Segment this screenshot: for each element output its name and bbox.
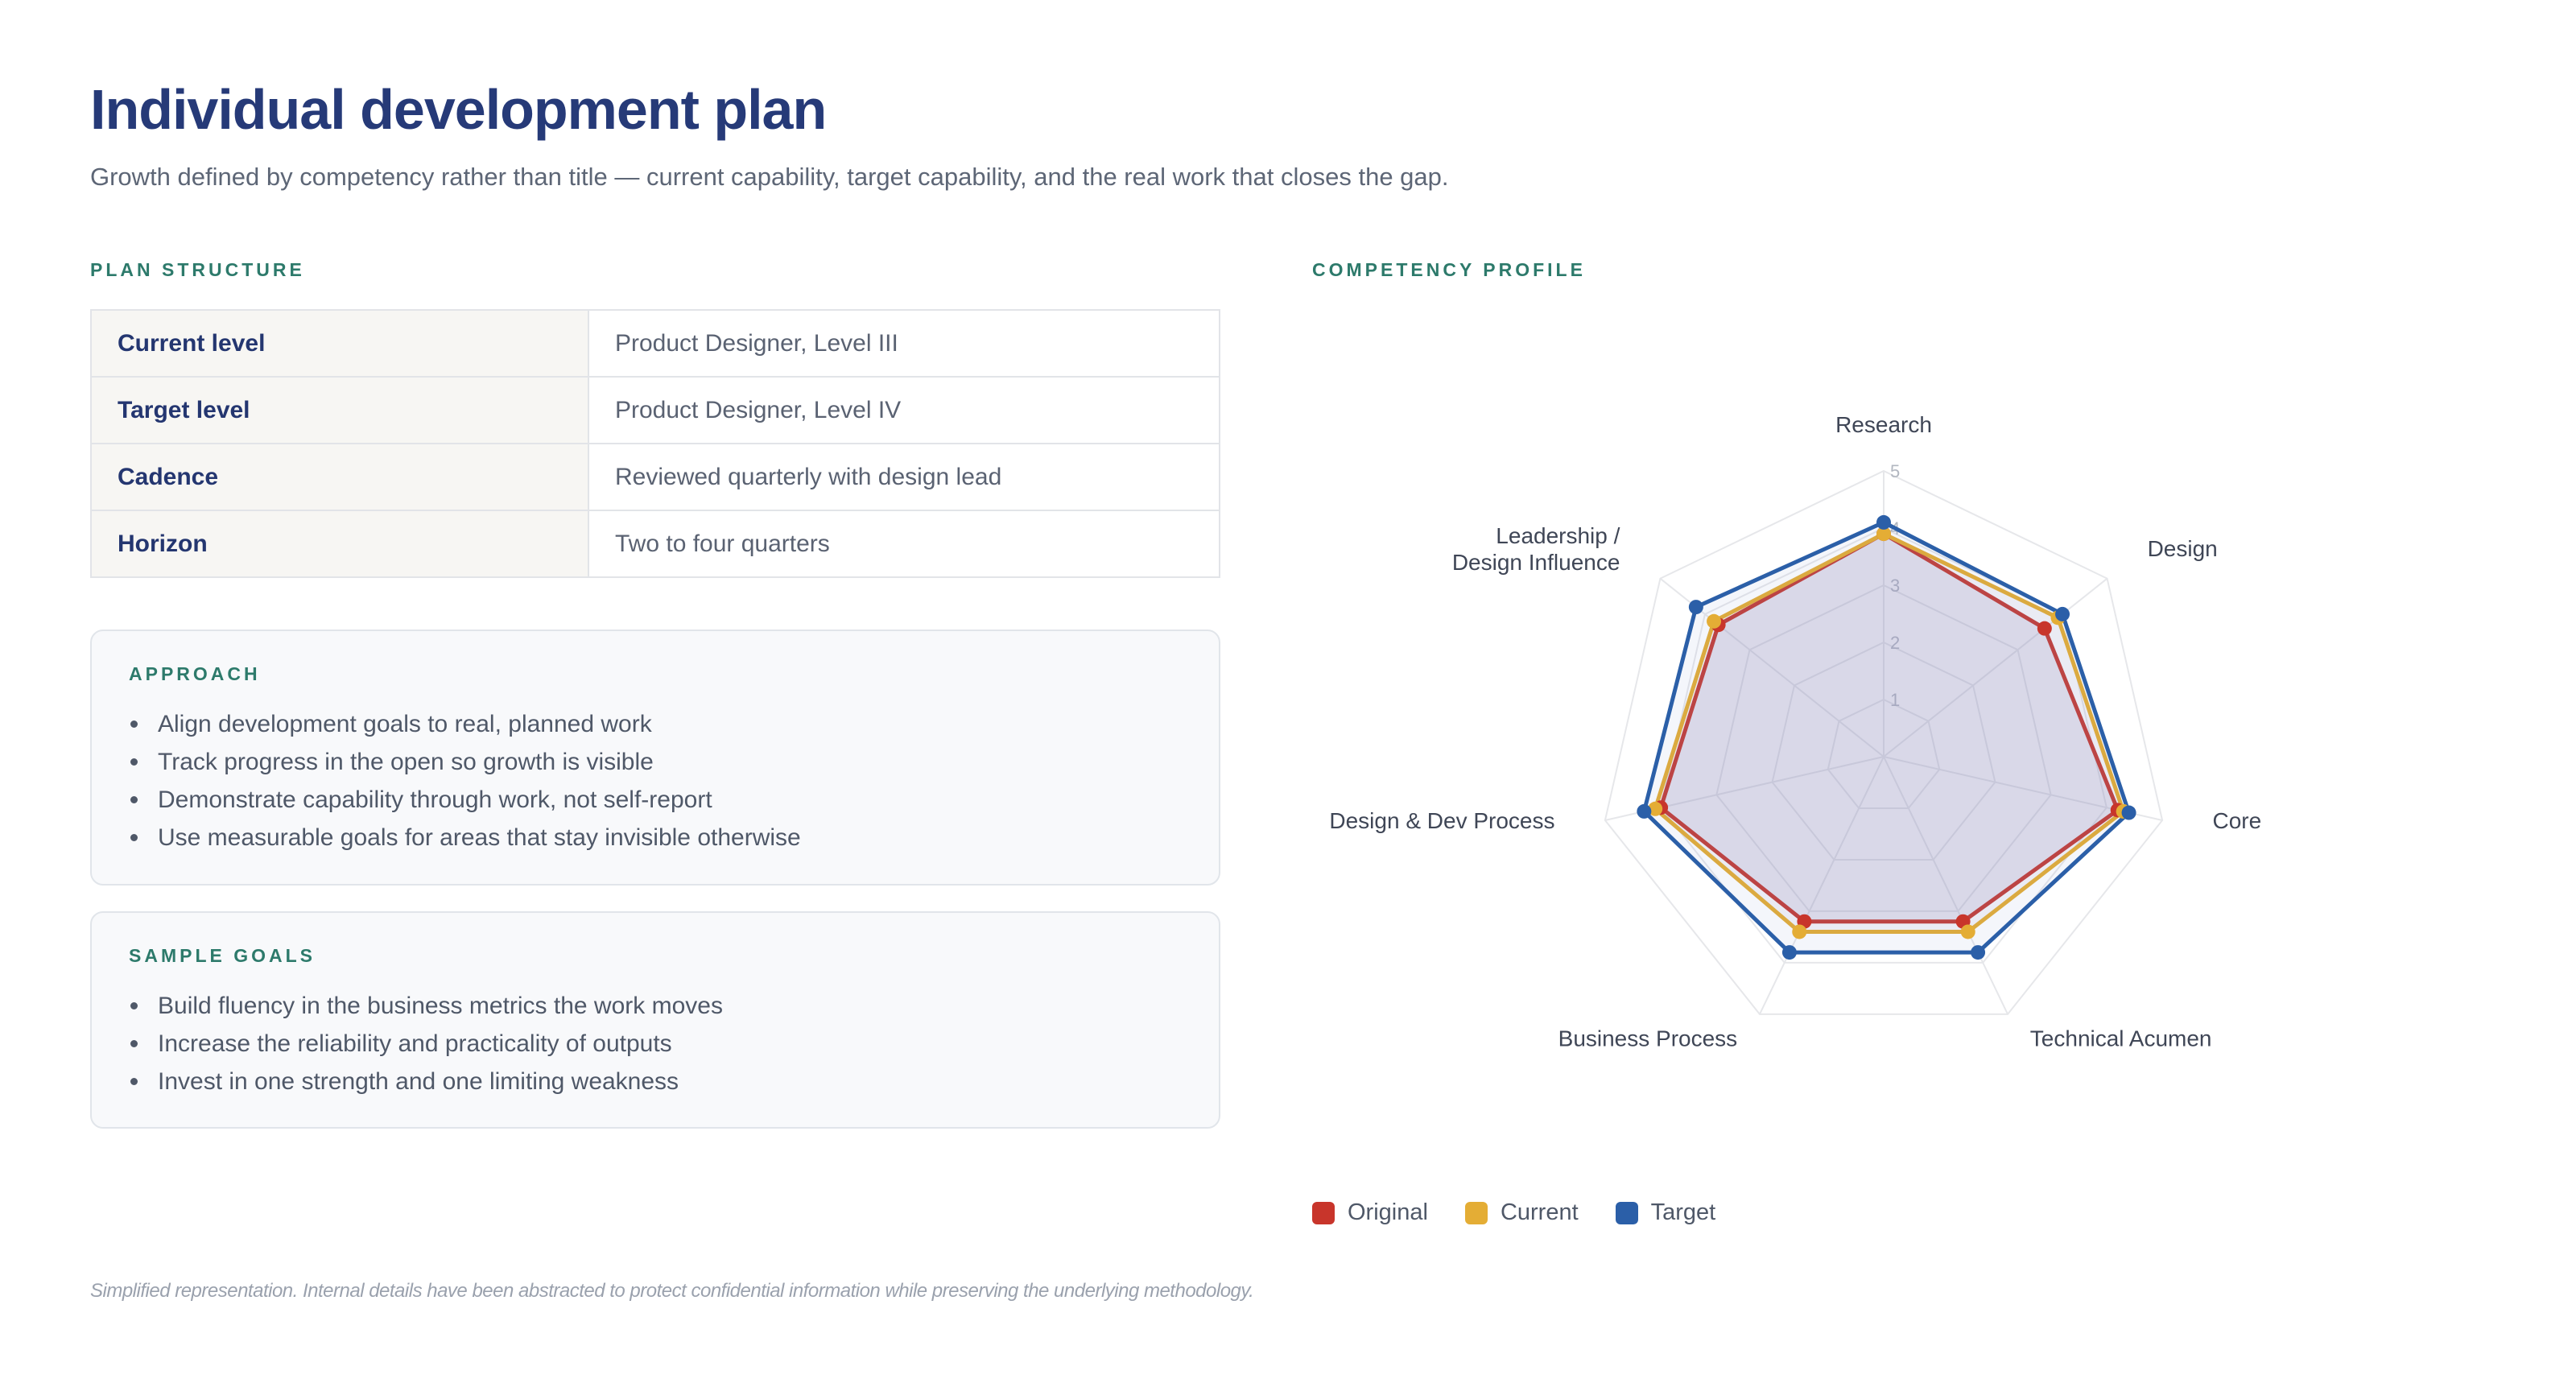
radar-grid-ring xyxy=(1660,526,2107,964)
plan-value: Two to four quarters xyxy=(588,510,1220,578)
radar-series-current xyxy=(1653,531,2126,934)
radar-point-target xyxy=(2121,805,2136,820)
radar-axis-label: Leadership / Design Influence xyxy=(1452,523,1620,575)
list-item: Align development goals to real, planned… xyxy=(130,705,801,743)
list-item: Invest in one strength and one limiting … xyxy=(130,1063,723,1100)
radar-spoke xyxy=(1759,756,1885,1015)
sample-goals-card: SAMPLE GOALS Build fluency in the busine… xyxy=(90,911,1220,1129)
radar-point-current xyxy=(1707,613,1722,629)
radar-axis-label: Design & Dev Process xyxy=(1329,808,1554,833)
sample-goals-label: SAMPLE GOALS xyxy=(129,945,316,966)
approach-card: APPROACH Align development goals to real… xyxy=(90,630,1220,886)
list-item: Increase the reliability and practicalit… xyxy=(130,1025,723,1063)
plan-key: Current level xyxy=(90,309,589,378)
page-title: Individual development plan xyxy=(90,78,827,141)
approach-label: APPROACH xyxy=(129,663,261,684)
radar-axis-label: Core xyxy=(2212,808,2261,833)
plan-key: Target level xyxy=(90,376,589,444)
competency-radar-chart: 12345ResearchDesignCoreTechnical AcumenB… xyxy=(1329,412,2261,1051)
radar-point-current xyxy=(1792,924,1807,939)
table-row: Cadence Reviewed quarterly with design l… xyxy=(90,443,1220,511)
legend-item-target: Target xyxy=(1615,1199,1716,1226)
page-subtitle: Growth defined by competency rather than… xyxy=(90,163,1449,191)
radar-tick-label: 1 xyxy=(1890,690,1900,710)
radar-point-target xyxy=(1637,803,1652,819)
radar-spoke xyxy=(1883,577,2108,758)
legend-label: Current xyxy=(1500,1199,1579,1225)
radar-tick-label: 3 xyxy=(1890,576,1900,596)
radar-point-current xyxy=(1960,924,1975,939)
radar-grid-ring xyxy=(1604,469,2164,1015)
table-row: Horizon Two to four quarters xyxy=(90,510,1220,578)
radar-axis-label: Technical Acumen xyxy=(2030,1026,2212,1051)
radar-point-target xyxy=(2055,606,2070,621)
radar-spoke xyxy=(1883,756,2008,1015)
legend-swatch xyxy=(1312,1201,1335,1224)
radar-tick-label: 2 xyxy=(1890,633,1900,653)
legend-swatch xyxy=(1464,1201,1488,1224)
radar-point-current xyxy=(1876,526,1891,542)
radar-tick-label: 5 xyxy=(1890,461,1900,481)
table-row: Target level Product Designer, Level IV xyxy=(90,376,1220,444)
radar-point-original xyxy=(2037,621,2052,636)
radar-grid-ring xyxy=(1771,641,1996,861)
radar-axis-label: Business Process xyxy=(1558,1026,1738,1051)
radar-grid-ring xyxy=(1715,584,2052,912)
plan-key: Horizon xyxy=(90,510,589,578)
legend-label: Original xyxy=(1348,1199,1428,1225)
legend-label: Target xyxy=(1650,1199,1716,1225)
radar-point-current xyxy=(1648,801,1663,816)
footnote: Simplified representation. Internal deta… xyxy=(90,1280,1254,1302)
list-item: Track progress in the open so growth is … xyxy=(130,743,801,781)
radar-grid-ring xyxy=(1827,698,1941,809)
list-item: Use measurable goals for areas that stay… xyxy=(130,819,801,857)
radar-point-target xyxy=(1971,945,1986,960)
sample-goals-list: Build fluency in the business metrics th… xyxy=(129,987,723,1100)
plan-value: Product Designer, Level III xyxy=(588,309,1220,378)
approach-list: Align development goals to real, planned… xyxy=(129,705,801,857)
plan-key: Cadence xyxy=(90,443,589,511)
competency-profile-label: COMPETENCY PROFILE xyxy=(1312,259,1586,280)
radar-axis-label: Research xyxy=(1835,412,1932,437)
radar-series-target xyxy=(1641,520,2132,955)
plan-value: Reviewed quarterly with design lead xyxy=(588,443,1220,511)
plan-value: Product Designer, Level IV xyxy=(588,376,1220,444)
radar-point-target xyxy=(1876,514,1891,530)
list-item: Build fluency in the business metrics th… xyxy=(130,987,723,1025)
chart-legend: Original Current Target xyxy=(1312,1199,1715,1226)
plan-structure-table: Current level Product Designer, Level II… xyxy=(90,309,1220,578)
table-row: Current level Product Designer, Level II… xyxy=(90,309,1220,378)
list-item: Demonstrate capability through work, not… xyxy=(130,781,801,819)
legend-swatch xyxy=(1615,1201,1638,1224)
radar-point-target xyxy=(1781,945,1797,960)
radar-point-target xyxy=(1688,600,1703,615)
radar-series-original xyxy=(1658,531,2120,924)
plan-structure-label: PLAN STRUCTURE xyxy=(90,259,305,280)
radar-axis-label: Design xyxy=(2148,536,2218,561)
legend-item-current: Current xyxy=(1464,1199,1579,1226)
legend-item-original: Original xyxy=(1312,1199,1428,1226)
